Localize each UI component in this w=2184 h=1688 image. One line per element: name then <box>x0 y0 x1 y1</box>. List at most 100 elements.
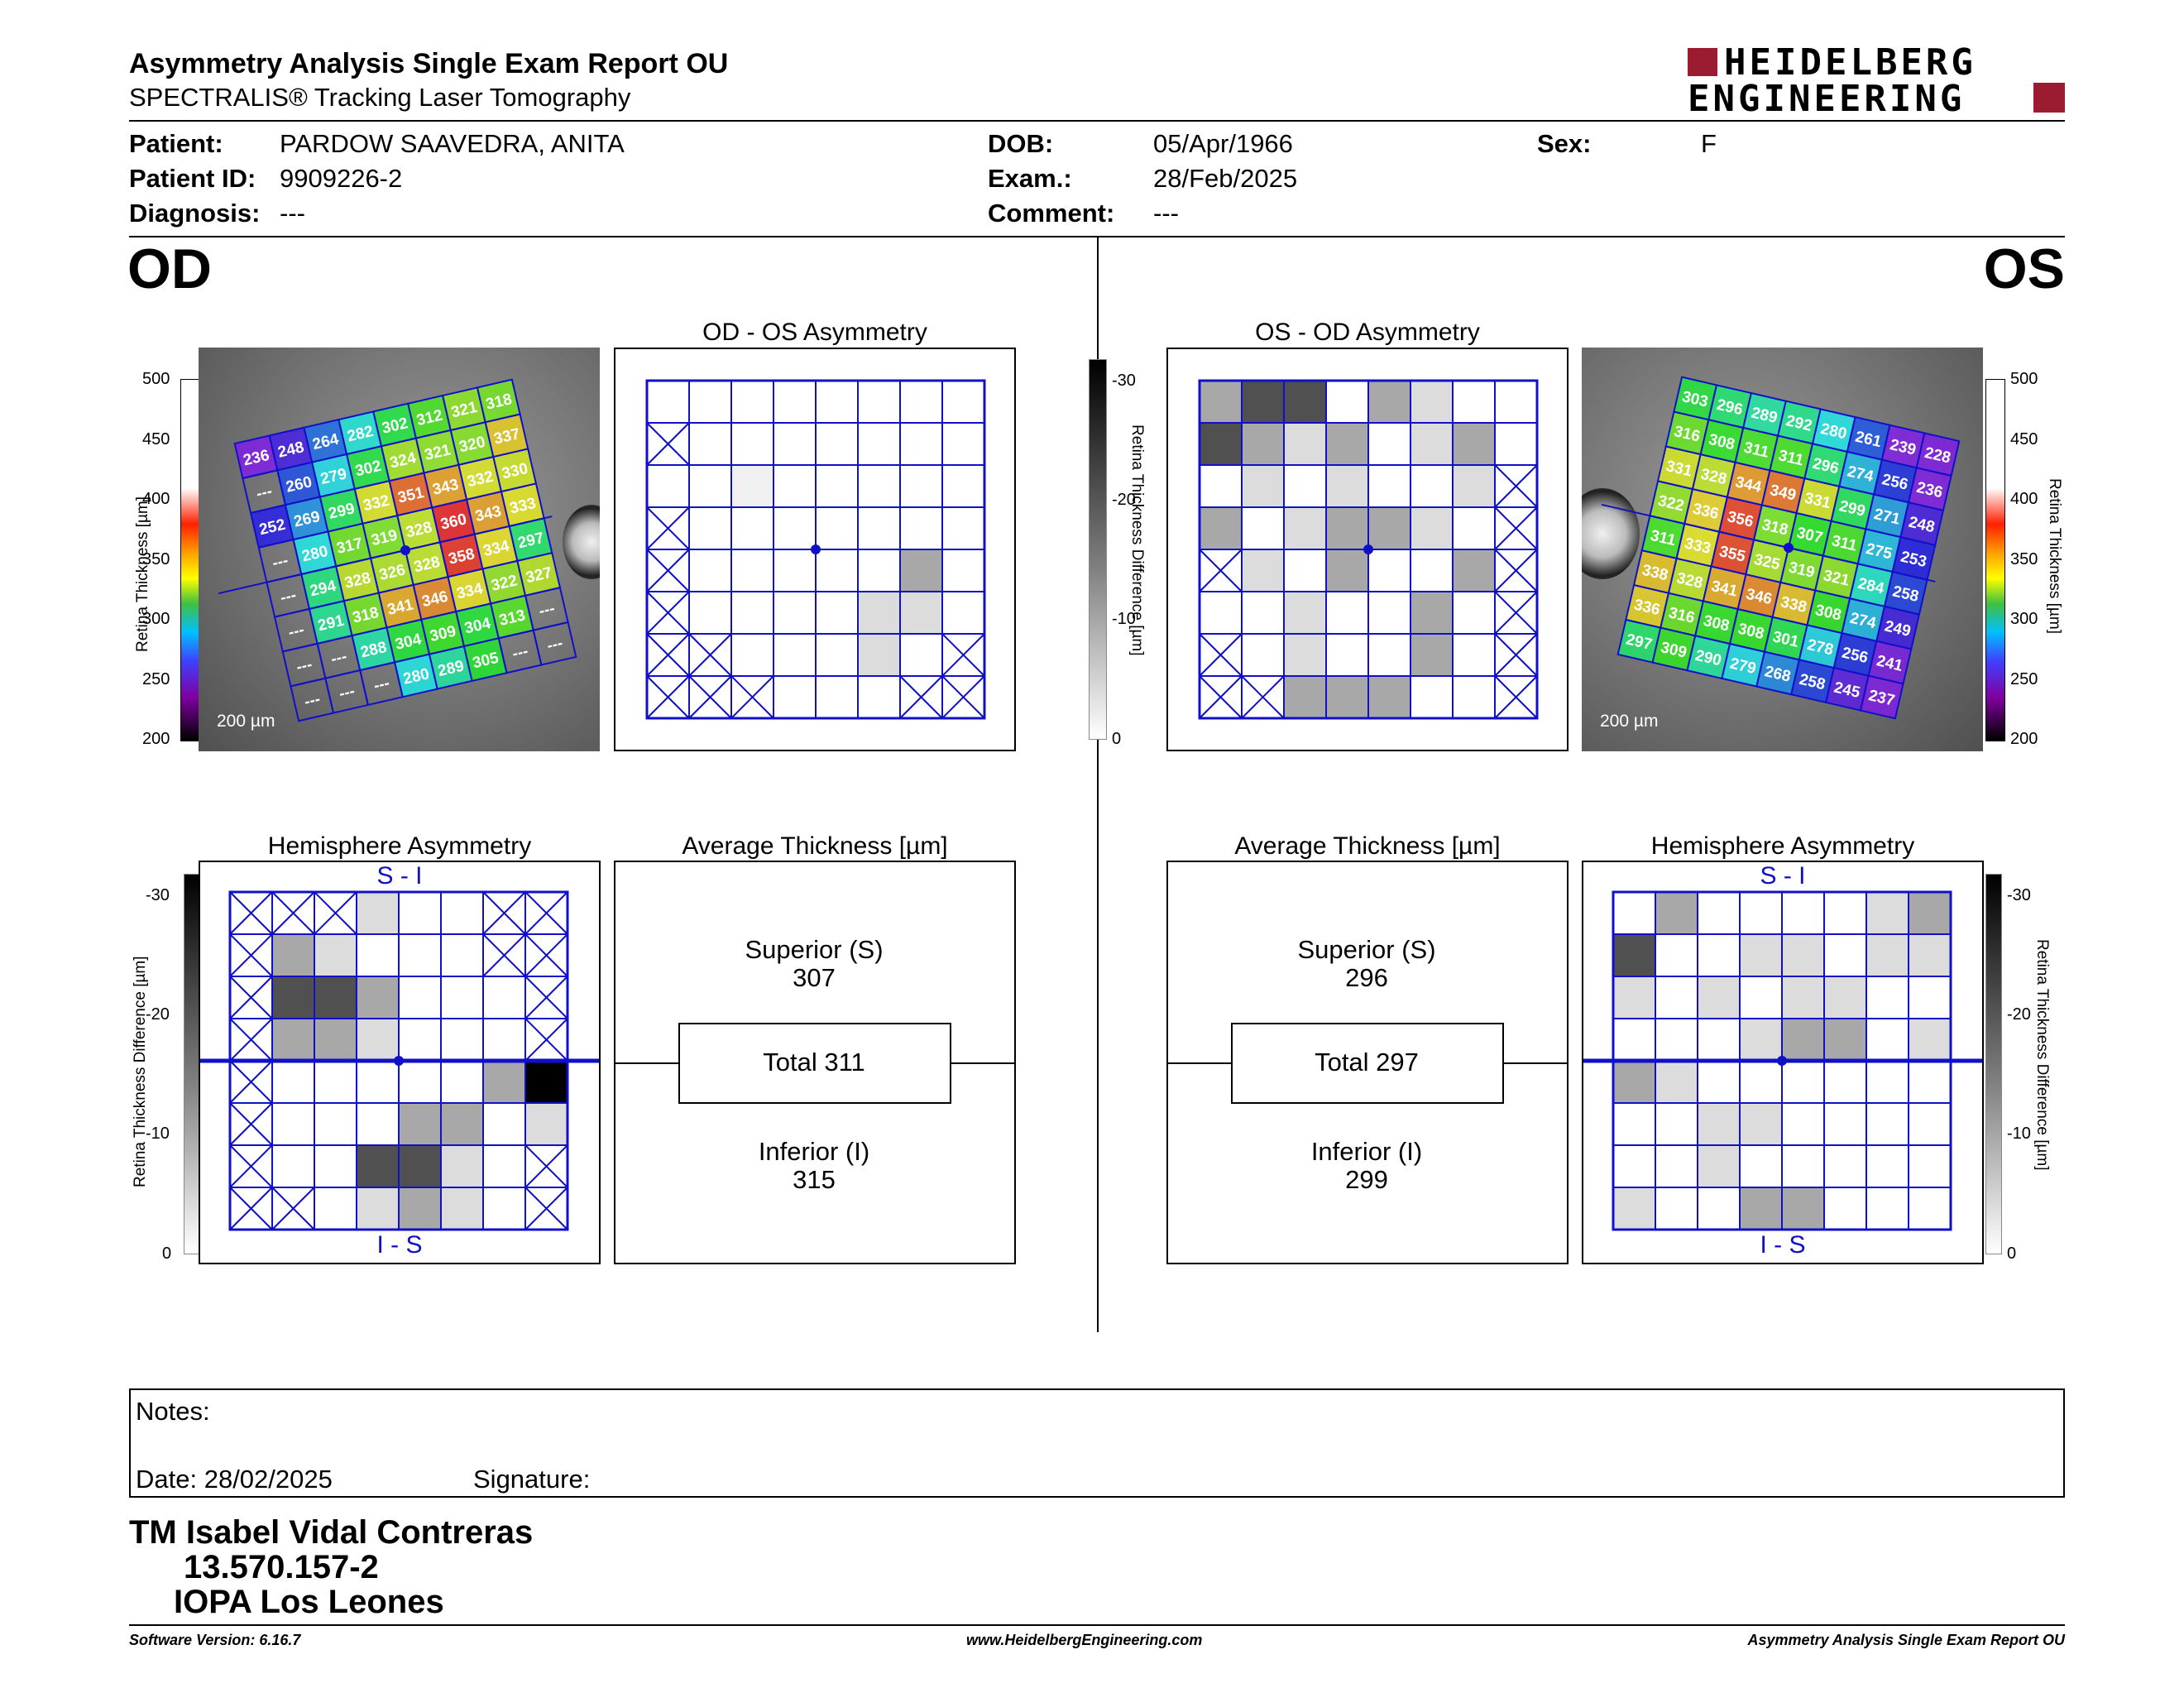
os-average-title: Average Thickness [µm] <box>1234 832 1501 860</box>
grid-cell <box>1697 933 1741 977</box>
sex-label: Sex: <box>1537 129 1592 158</box>
grid-cell <box>1452 633 1496 677</box>
grid-cell <box>1823 1018 1867 1062</box>
grid-cell <box>1908 1144 1952 1188</box>
grid-cell <box>899 591 943 635</box>
os-asymmetry-panel <box>1166 348 1569 751</box>
grid-cell <box>1410 422 1454 466</box>
notes-label: Notes: <box>136 1397 210 1426</box>
os-fundus-image: 303 296 289 292 280 261 239 228 316 308 311 311 296 2… <box>1582 348 1983 751</box>
grid-cell <box>440 1187 484 1230</box>
grid-cell <box>1697 1102 1741 1146</box>
grid-cell <box>1241 591 1285 635</box>
grid-cell <box>398 891 442 935</box>
os-asymmetry-title: OS - OD Asymmetry <box>1255 319 1480 346</box>
website-link[interactable]: www.HeidelbergEngineering.com <box>966 1632 1203 1648</box>
od-fundus-image: 236 248 264 282 302 312 321 318 --- 260 279 302 324 3… <box>199 348 600 751</box>
thickness-value: --- <box>545 635 564 655</box>
grid-cell <box>941 422 985 466</box>
grid-cell <box>1781 1060 1825 1104</box>
grid-cell <box>1739 933 1783 977</box>
grid-cell <box>356 891 400 935</box>
grid-cell <box>1283 675 1327 719</box>
od-hemisphere-title: Hemisphere Asymmetry <box>267 832 532 860</box>
notes-box[interactable]: Notes: Date: 28/02/2025 Signature: <box>129 1388 2065 1498</box>
grid-cell <box>773 422 817 466</box>
grid-cell <box>1241 506 1285 550</box>
diagnosis-label: Diagnosis: <box>129 199 261 228</box>
grid-cell <box>1452 506 1496 550</box>
grid-cell <box>1283 464 1327 508</box>
grid-cell <box>1823 976 1867 1019</box>
grid-cell <box>1781 933 1825 977</box>
thickness-value: --- <box>295 656 314 677</box>
od-tick-300: 300 <box>142 610 170 628</box>
grid-cell <box>899 549 943 592</box>
os-total-label: Total 297 <box>1315 1048 1419 1077</box>
grid-cell <box>356 976 400 1019</box>
thickness-value: --- <box>538 600 557 621</box>
footer-rule <box>129 1624 2065 1626</box>
comment-label: Comment: <box>988 199 1115 228</box>
grid-cell <box>1612 1102 1656 1146</box>
grid-cell <box>773 633 817 677</box>
grid-cell <box>1452 675 1496 719</box>
grid-cell <box>398 1144 442 1188</box>
grid-cell <box>1781 1102 1825 1146</box>
grid-cell <box>1325 549 1369 592</box>
grid-cell <box>1367 380 1411 424</box>
os-tick-200: 200 <box>2010 730 2038 748</box>
grid-cell <box>941 549 985 592</box>
grid-cell <box>482 1102 526 1146</box>
od-thickness-axis-label: Retina Thickness [µm] <box>134 496 151 652</box>
grid-cell <box>773 464 817 508</box>
grid-cell <box>1866 891 1909 935</box>
grid-cell <box>1325 380 1369 424</box>
grid-cell <box>1655 1144 1698 1188</box>
od-inferior-value: 315 <box>793 1165 836 1194</box>
grid-cell <box>646 464 690 508</box>
grid-cell <box>1367 675 1411 719</box>
grid-cell <box>857 506 901 550</box>
grid-cell <box>1823 1060 1867 1104</box>
grid-cell <box>398 1060 442 1104</box>
grid-cell <box>1241 380 1285 424</box>
os-inferior-value: 299 <box>1345 1165 1388 1194</box>
grid-cell <box>1612 1187 1656 1230</box>
thickness-value: --- <box>255 482 274 503</box>
grid-cell <box>730 380 774 424</box>
grid-cell <box>1612 1018 1656 1062</box>
report-title: Asymmetry Analysis Single Exam Report OU <box>129 48 729 79</box>
os-tick-250: 250 <box>2010 670 2038 688</box>
footer-report-name: Asymmetry Analysis Single Exam Report OU <box>1747 1632 2065 1648</box>
grid-cell <box>941 591 985 635</box>
grid-cell <box>398 1018 442 1062</box>
od-hemi-tick-30: -30 <box>146 886 170 904</box>
grid-cell <box>688 380 732 424</box>
os-hemi-tick-0: 0 <box>2007 1244 2017 1263</box>
grid-cell <box>1199 380 1243 424</box>
grid-cell <box>314 1018 357 1062</box>
grid-cell <box>271 1144 315 1188</box>
grid-cell <box>773 506 817 550</box>
grid-cell <box>1410 633 1454 677</box>
fovea-center-marker <box>811 544 821 554</box>
thickness-value: --- <box>287 621 306 642</box>
grid-cell <box>1283 591 1327 635</box>
grid-cell <box>1367 591 1411 635</box>
grid-cell <box>1697 1018 1741 1062</box>
grid-cell <box>1697 1187 1741 1230</box>
grid-cell <box>1452 422 1496 466</box>
grid-cell <box>815 591 859 635</box>
grid-cell <box>1908 891 1952 935</box>
grid-cell <box>730 549 774 592</box>
od-hemi-tick-0: 0 <box>162 1244 172 1263</box>
grid-cell <box>1367 549 1411 592</box>
center-diff-axis-label: Retina Thickness Difference [µm] <box>1128 424 1146 656</box>
grid-cell <box>730 633 774 677</box>
grid-cell <box>688 422 732 466</box>
od-total-label: Total 311 <box>763 1048 865 1077</box>
os-tick-450: 450 <box>2010 430 2038 448</box>
grid-cell <box>482 1144 526 1188</box>
patient-id: 9909226-2 <box>280 164 403 193</box>
